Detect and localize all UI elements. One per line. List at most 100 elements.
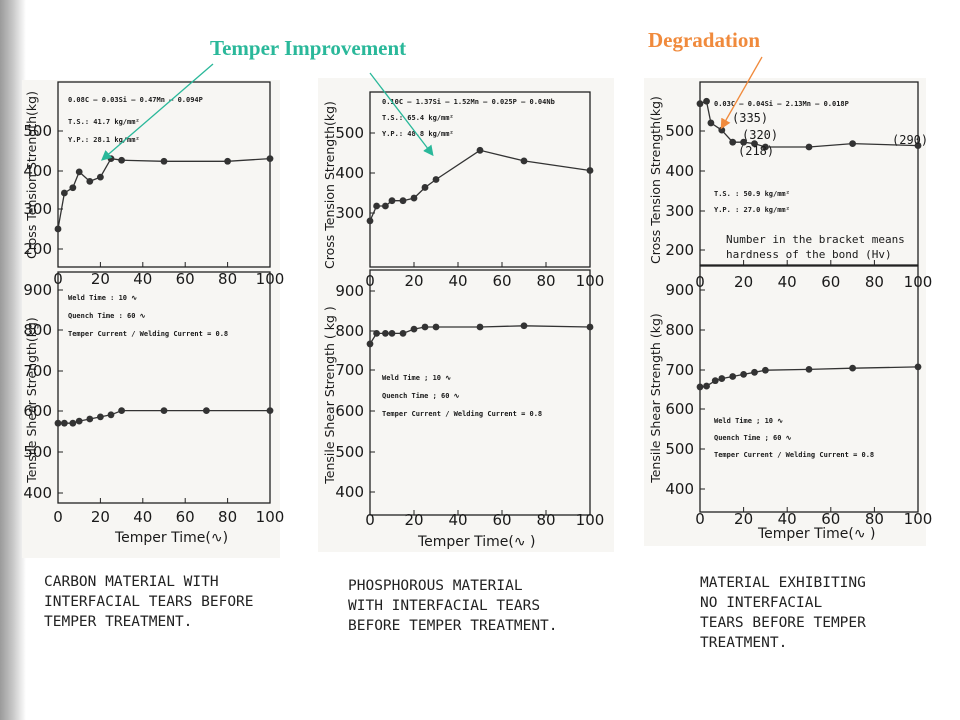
y-tick-label: 300 bbox=[23, 200, 52, 218]
plot-note: Y.P.: 28.1 kg/mm² bbox=[68, 136, 140, 144]
data-point bbox=[805, 366, 813, 373]
y-tick-label: 400 bbox=[665, 480, 694, 498]
data-point bbox=[373, 329, 380, 337]
data-point bbox=[382, 202, 389, 210]
data-point bbox=[60, 419, 68, 427]
data-point bbox=[69, 184, 77, 192]
data-point bbox=[224, 157, 232, 165]
data-point bbox=[432, 176, 440, 183]
data-point bbox=[97, 413, 104, 421]
data-point bbox=[366, 217, 374, 225]
data-point bbox=[718, 126, 726, 134]
x-tick-label: 60 bbox=[176, 270, 195, 288]
data-point bbox=[740, 371, 747, 378]
data-point bbox=[520, 322, 528, 330]
data-point bbox=[410, 325, 418, 333]
y-tick-label: 400 bbox=[665, 162, 694, 180]
data-point bbox=[914, 363, 922, 371]
tensile-shear-plot-frame bbox=[57, 271, 271, 504]
data-point bbox=[421, 184, 429, 191]
data-point bbox=[432, 323, 440, 331]
data-point bbox=[107, 411, 115, 419]
x-tick-label: 100 bbox=[904, 510, 933, 528]
data-point bbox=[382, 329, 389, 337]
x-tick-label: 40 bbox=[778, 273, 797, 291]
y-tick-label: 700 bbox=[23, 362, 52, 380]
y-tick-label: 400 bbox=[335, 483, 364, 501]
panel-caption-line: TEARS BEFORE TEMPER bbox=[700, 615, 866, 631]
data-point bbox=[118, 156, 125, 164]
x-tick-label: 40 bbox=[133, 270, 152, 288]
data-point bbox=[703, 382, 710, 390]
x-tick-label: 20 bbox=[91, 270, 110, 288]
data-point bbox=[762, 143, 769, 151]
data-point bbox=[75, 417, 83, 425]
x-tick-label: 20 bbox=[91, 508, 110, 526]
panel-caption-line: CARBON MATERIAL WITH bbox=[44, 574, 219, 590]
y-tick-label: 500 bbox=[23, 443, 52, 461]
x-tick-label: 100 bbox=[576, 511, 605, 529]
x-tick-label: 40 bbox=[448, 272, 467, 290]
data-point bbox=[160, 157, 168, 165]
y-tick-label: 600 bbox=[665, 400, 694, 418]
y-tick-label: 500 bbox=[335, 124, 364, 142]
y-tick-label: 400 bbox=[335, 164, 364, 182]
plot-note: Quench Time ; 60 ∿ bbox=[714, 434, 792, 442]
hardness-legend-note: Number in the bracket means bbox=[726, 233, 905, 246]
data-point bbox=[718, 375, 726, 382]
plot-note: Y.P.: 48.8 kg/mm² bbox=[382, 130, 454, 138]
temper-time-axis-label: Temper Time(∿ ) bbox=[417, 534, 536, 550]
data-point bbox=[54, 419, 62, 427]
data-point bbox=[751, 368, 758, 376]
data-point bbox=[107, 155, 115, 163]
plot-note: T.S. : 50.9 kg/mm² bbox=[714, 190, 790, 198]
degradation-arrow bbox=[720, 56, 763, 130]
x-tick-label: 80 bbox=[218, 508, 237, 526]
x-tick-label: 100 bbox=[256, 508, 285, 526]
data-point bbox=[75, 168, 83, 176]
data-point bbox=[586, 323, 594, 331]
temper-time-axis-label: Temper Time(∿) bbox=[114, 530, 228, 546]
data-point bbox=[805, 143, 813, 151]
data-point bbox=[86, 415, 94, 423]
data-point bbox=[703, 97, 710, 105]
plot-note: Temper Current / Welding Current = 0.8 bbox=[382, 410, 542, 418]
x-tick-label: 60 bbox=[821, 510, 840, 528]
panel-carbon-bg bbox=[22, 80, 280, 558]
cross-tension-axis-label: Cross Tension Strength(kg) bbox=[24, 91, 39, 259]
plot-note: Weld Time : 10 ∿ bbox=[68, 294, 137, 302]
data-point bbox=[696, 383, 704, 391]
data-point bbox=[388, 197, 396, 205]
data-point bbox=[849, 140, 856, 148]
x-tick-label: 20 bbox=[734, 510, 753, 528]
y-tick-label: 900 bbox=[335, 282, 364, 300]
panel-caption-line: INTERFACIAL TEARS BEFORE bbox=[44, 594, 254, 610]
y-tick-label: 700 bbox=[335, 361, 364, 379]
plot-note: T.S.: 41.7 kg/mm² bbox=[68, 118, 140, 126]
y-tick-label: 400 bbox=[23, 162, 52, 180]
plot-note: Temper Current / Welding Current = 0.8 bbox=[68, 330, 228, 338]
data-point bbox=[388, 329, 396, 337]
hardness-legend-note: hardness of the bond (Hv) bbox=[726, 248, 892, 261]
data-point bbox=[266, 407, 274, 414]
data-point bbox=[118, 407, 125, 414]
hardness-label: (320) bbox=[742, 128, 778, 142]
x-tick-label: 0 bbox=[695, 273, 705, 291]
panel-caption-line: TEMPER TREATMENT. bbox=[44, 614, 192, 630]
x-tick-label: 80 bbox=[865, 510, 884, 528]
x-tick-label: 80 bbox=[536, 511, 555, 529]
x-tick-label: 20 bbox=[734, 273, 753, 291]
plot-note: Weld Time ; 10 ∿ bbox=[714, 417, 783, 425]
data-point bbox=[696, 100, 704, 108]
x-tick-label: 100 bbox=[904, 273, 933, 291]
data-point bbox=[86, 177, 94, 185]
data-point bbox=[60, 189, 68, 197]
y-tick-label: 500 bbox=[665, 122, 694, 140]
temper-time-axis-label: Temper Time(∿ ) bbox=[757, 526, 876, 542]
temper-arrow-center bbox=[369, 72, 434, 157]
hardness-label: (290) bbox=[892, 133, 928, 147]
plot-note: 0.03C — 0.04Si — 2.13Mn — 0.018P bbox=[714, 100, 849, 108]
y-tick-label: 400 bbox=[23, 484, 52, 502]
x-tick-label: 60 bbox=[176, 508, 195, 526]
